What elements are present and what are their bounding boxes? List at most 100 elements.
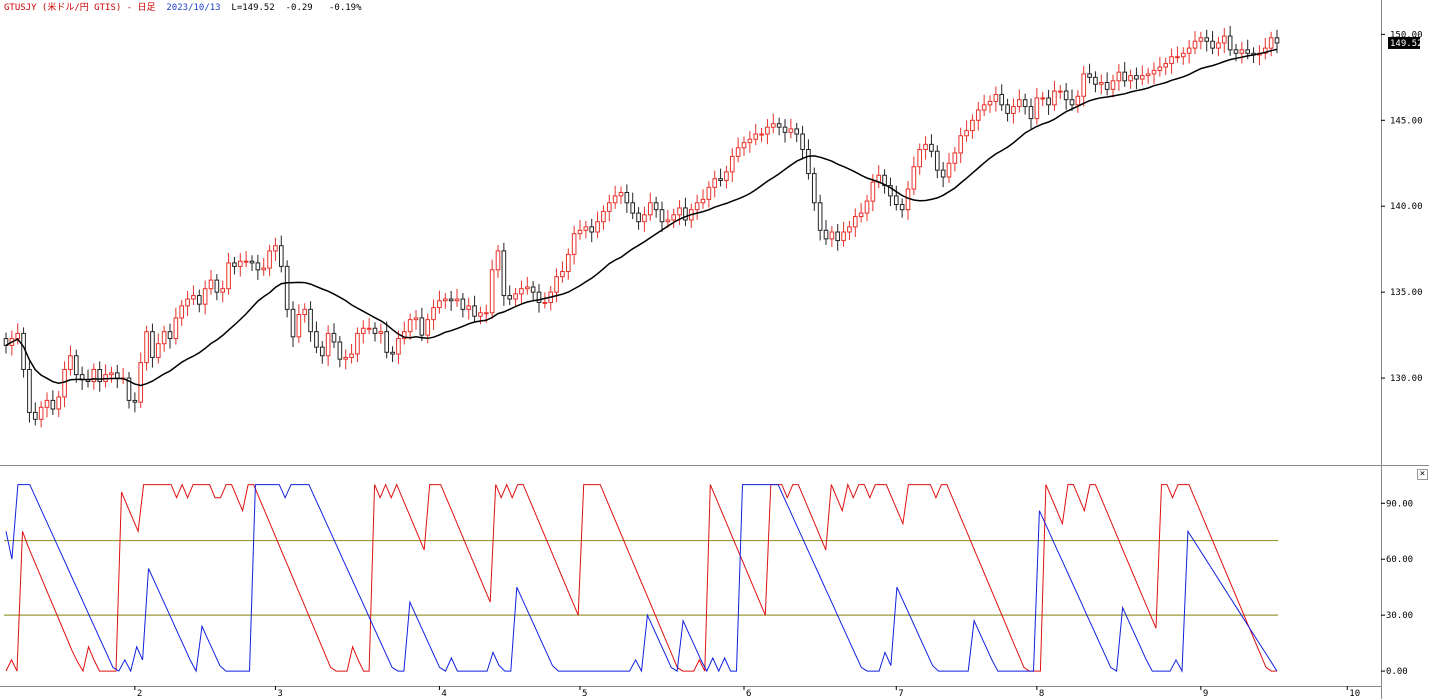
close-panel-button[interactable]: × (1417, 469, 1428, 480)
candle-body (185, 298, 190, 307)
candle-body (724, 171, 729, 181)
candle-body (437, 300, 442, 309)
candle (993, 86, 999, 112)
candle-body (202, 288, 208, 305)
candle-body (1210, 40, 1215, 49)
candle-body (1098, 81, 1104, 85)
time-axis-label: 5 (582, 689, 587, 699)
candle-body (273, 245, 278, 252)
candle-body (624, 191, 630, 204)
candle (384, 321, 390, 359)
candle (1110, 74, 1116, 98)
candle (1257, 45, 1262, 66)
candle-body (882, 174, 887, 187)
candle (442, 293, 448, 309)
candle (1063, 83, 1069, 110)
candle-body (290, 308, 296, 338)
candle (1139, 65, 1145, 86)
candle-body (243, 260, 249, 263)
moving-average-line (5, 48, 1278, 387)
candle (466, 297, 472, 320)
candle (1262, 37, 1268, 60)
price-axis: 150.00 145.00 140.00 135.00 130.00 (1381, 30, 1423, 384)
candle (366, 318, 372, 335)
candle (85, 369, 91, 388)
candle (917, 143, 923, 175)
candle-body (1198, 37, 1204, 42)
candle (501, 242, 507, 306)
candle-body (38, 406, 44, 420)
candle (975, 101, 981, 131)
candle (419, 307, 425, 342)
candle-body (196, 295, 202, 305)
candle-body (712, 178, 718, 188)
candle (1157, 56, 1163, 77)
oscillator-panel[interactable] (4, 482, 1278, 673)
candle-body (378, 331, 384, 334)
candle (378, 323, 384, 344)
candle-body (929, 143, 934, 152)
candle-body (173, 317, 179, 340)
candle (970, 114, 975, 139)
candle-body (718, 178, 723, 181)
candle-body (1093, 76, 1098, 85)
candle (1052, 80, 1057, 111)
candle (243, 251, 249, 268)
candle-body (296, 313, 302, 338)
candle-body (150, 331, 155, 358)
candle (788, 118, 794, 139)
candle (114, 364, 120, 389)
candle (741, 136, 747, 156)
candle-body (888, 185, 893, 197)
candle (91, 363, 97, 390)
candle (612, 185, 618, 209)
candle-body (577, 229, 583, 235)
oscillator-line (5, 484, 1278, 673)
candle-body (1186, 47, 1192, 54)
candle-body (1134, 75, 1139, 80)
candle (999, 84, 1005, 111)
candle (571, 225, 577, 265)
candle-body (1151, 69, 1157, 75)
candle (554, 268, 559, 303)
candle-body (319, 346, 325, 357)
candle (103, 364, 108, 388)
candle-body (155, 343, 161, 358)
candle (560, 261, 565, 283)
candle-body (1180, 52, 1186, 58)
candle (179, 299, 185, 327)
oscillator-axis-label: 60.00 (1386, 555, 1413, 565)
candle (782, 119, 788, 143)
candle-body (21, 332, 26, 370)
candle-body (126, 377, 132, 401)
candle-body (899, 204, 905, 211)
candle-body (612, 195, 618, 204)
candle-body (431, 307, 436, 321)
price-panel[interactable] (3, 25, 1280, 428)
candle (50, 390, 56, 416)
candle (255, 254, 261, 280)
candle-body (237, 260, 243, 267)
candle (314, 321, 319, 354)
candle (1034, 87, 1040, 125)
candle (829, 225, 835, 247)
candle-body (1216, 42, 1221, 49)
candle (472, 295, 477, 323)
candle (138, 352, 144, 409)
time-axis-label: 6 (746, 689, 751, 699)
candle (1081, 65, 1087, 107)
candle-body (220, 288, 226, 293)
candle-body (513, 293, 518, 300)
candle (811, 167, 817, 211)
candle-body (765, 126, 770, 135)
candle-body (770, 123, 776, 128)
candle-body (940, 169, 946, 178)
candle-body (583, 226, 589, 231)
candle (1134, 67, 1139, 90)
candle (636, 207, 641, 230)
candle-body (1028, 106, 1034, 120)
candle (237, 253, 243, 277)
candle-body (384, 331, 390, 353)
candle (770, 113, 776, 134)
